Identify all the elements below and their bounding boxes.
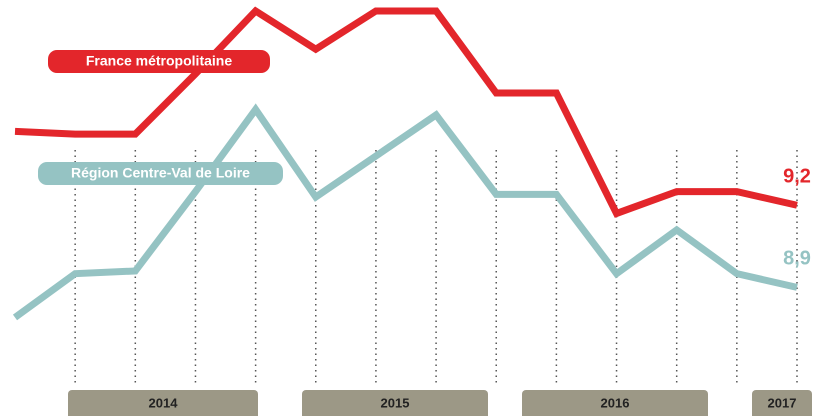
year-label: 2017 (768, 395, 797, 410)
labels: 2014 2015 2016 2017 9,2 8,9 France métropolita… (38, 50, 812, 416)
year-label: 2016 (601, 395, 630, 410)
grid (74, 150, 798, 386)
series-line (14, 6, 798, 218)
legend-label: Région Centre-Val de Loire (71, 165, 250, 181)
value-label: 9,2 (783, 166, 811, 188)
year-band (522, 390, 708, 416)
series-line (12, 103, 798, 321)
legend-pill (48, 50, 270, 73)
lines (12, 6, 798, 321)
year-label: 2015 (381, 395, 410, 410)
year-label: 2014 (149, 395, 179, 410)
legend-label: France métropolitaine (86, 53, 232, 69)
legend-pill (38, 162, 283, 185)
value-label: 8,9 (783, 248, 811, 270)
year-band (752, 390, 812, 416)
year-band (302, 390, 488, 416)
year-band (68, 390, 258, 416)
